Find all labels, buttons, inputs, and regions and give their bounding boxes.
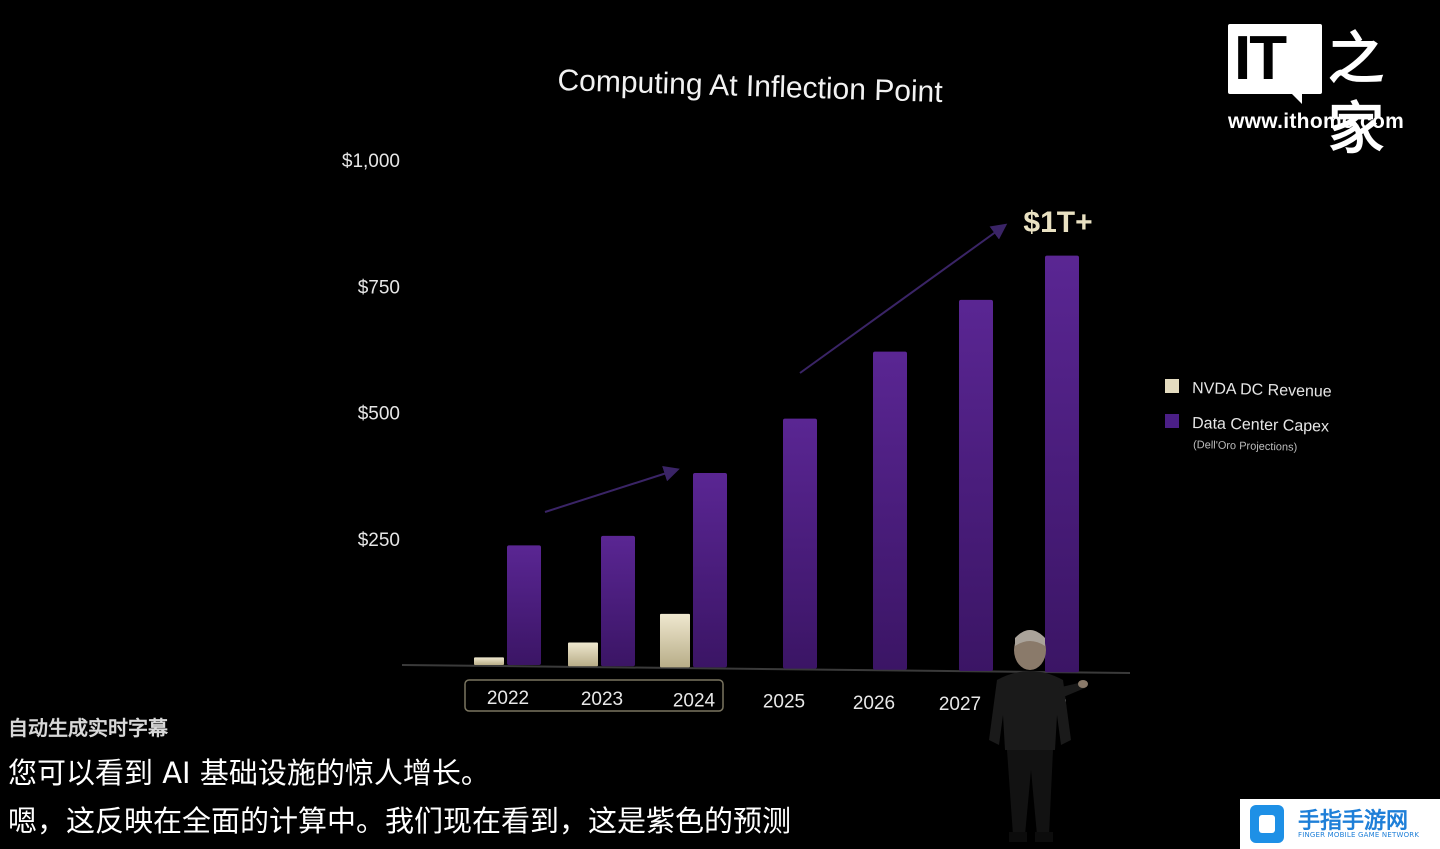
chart-title: Computing At Inflection Point	[557, 64, 944, 109]
legend-swatch-capex	[1165, 414, 1179, 428]
x-tick-label: 2023	[581, 689, 623, 710]
bar-capex-2028	[1045, 255, 1079, 673]
bar-capex-2022	[507, 545, 541, 665]
badge-title: 手指手游网	[1298, 809, 1409, 834]
trend-arrow-long	[799, 223, 1008, 374]
annotation-1t: $1T+	[1023, 206, 1092, 239]
phone-icon	[1250, 805, 1284, 843]
ithome-logo-text: IT	[1234, 24, 1287, 93]
bar-capex-2025	[783, 418, 817, 669]
bar-revenue-2024	[660, 613, 690, 668]
subtitle-line-1: 您可以看到 AI 基础设施的惊人增长。	[8, 756, 490, 790]
bar-revenue-2023	[568, 642, 598, 667]
bar-capex-2024	[693, 472, 727, 668]
x-axis-line	[401, 664, 1131, 674]
ithome-logo-box: IT	[1228, 24, 1322, 94]
bar-capex-2026	[873, 351, 907, 670]
x-tick-label: 2027	[939, 694, 981, 715]
site-badge[interactable]: 手指手游网 FINGER MOBILE GAME NETWORK	[1240, 799, 1440, 849]
subtitle-label: 自动生成实时字幕	[8, 716, 168, 740]
bar-capex-2027	[959, 299, 993, 671]
y-tick-label: $250	[358, 530, 400, 551]
bar-revenue-2022	[474, 657, 504, 665]
subtitle-line-2: 嗯，这反映在全面的计算中。我们现在看到，这是紫色的预测	[8, 804, 792, 838]
x-tick-label: 2022	[487, 688, 529, 709]
ithome-logo-tail	[1290, 92, 1302, 104]
ithome-url: www.ithome.com	[1228, 110, 1405, 133]
bar-capex-2023	[601, 535, 635, 667]
x-tick-label: 2024	[673, 690, 716, 711]
badge-subtitle: FINGER MOBILE GAME NETWORK	[1298, 831, 1420, 839]
x-tick-label: 2026	[853, 693, 895, 714]
ithome-watermark: IT 之家 www.ithome.com	[1228, 24, 1424, 162]
y-tick-label: $750	[358, 277, 400, 298]
y-tick-label: $1,000	[342, 151, 400, 172]
y-tick-label: $500	[358, 404, 400, 425]
x-tick-label: 2025	[763, 692, 805, 713]
trend-arrow-short	[544, 466, 680, 513]
legend-label-revenue: NVDA DC Revenue	[1192, 380, 1332, 401]
ithome-logo-chinese: 之家	[1328, 26, 1384, 162]
legend-note-capex: (Dell'Oro Projections)	[1193, 439, 1297, 454]
legend-label-capex: Data Center Capex	[1192, 415, 1329, 436]
legend-swatch-revenue	[1165, 379, 1179, 393]
highlight-box	[464, 679, 724, 712]
presenter-figure	[989, 630, 1088, 842]
